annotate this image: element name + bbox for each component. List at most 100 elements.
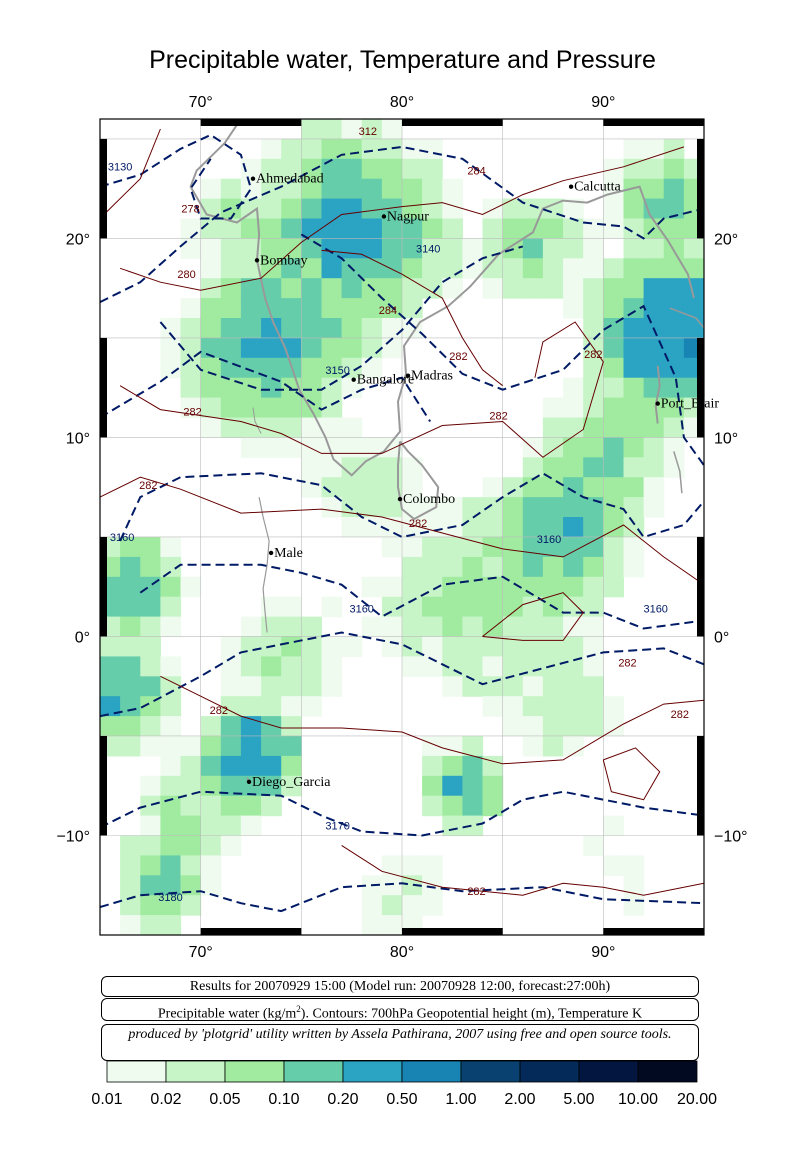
water-cell [180,775,202,797]
water-cell [120,636,141,657]
water-cell [261,795,282,817]
water-cell [502,616,524,638]
water-cell [522,218,544,239]
colorbar-label: 0.02 [150,1091,181,1108]
water-cell [563,457,584,478]
colorbar-swatch [519,1060,580,1083]
water-cell [160,716,182,737]
water-cell [321,158,343,180]
water-cell [160,835,182,856]
colorbar-label: 0.01 [91,1091,122,1108]
water-cell [220,377,242,399]
water-cell [381,337,403,359]
water-cell [542,238,564,259]
water-cell [160,696,182,717]
water-cell [402,218,423,239]
water-cell [522,238,544,259]
longitude-label-top: 70° [189,94,213,111]
water-cell [160,815,182,837]
axis-tick-labels: 70° 70° 80° 80° 90° 90° 20° 20° 10° 10° 0° 0° −10° −1… [56,94,747,961]
water-cell [583,477,604,498]
water-cell [462,537,484,558]
water-cell [563,676,584,697]
longitude-label-bottom: 80° [390,944,414,961]
water-cell [422,218,443,239]
height-contour [159,245,524,391]
water-cell [643,138,665,160]
water-cell [442,815,463,837]
water-cell [220,298,242,319]
temperature-contour-label: 278 [181,204,199,216]
water-cell [442,596,463,618]
water-cell [220,716,242,737]
water-cell [462,616,484,638]
colorbar-label: 0.05 [209,1091,240,1108]
water-cell [200,318,222,339]
water-cell [482,218,504,239]
water-cell [200,795,222,817]
water-cell [281,696,302,717]
water-cell [482,497,504,518]
water-cell [402,855,423,876]
water-cell [220,218,242,239]
water-cell [663,298,685,319]
water-cell [482,775,504,797]
water-cell [583,417,604,438]
water-cell [220,636,242,657]
water-cell [402,158,423,180]
water-cell [160,318,182,339]
water-cell [140,915,161,935]
water-cell [522,258,544,279]
water-cell [341,238,363,259]
water-cell [482,278,504,299]
water-cell [301,278,322,299]
water-cell [281,437,302,458]
water-cell [140,775,161,797]
water-cell [240,258,262,279]
city-label: Ahmedabad [256,172,324,187]
frame-segment [402,928,503,935]
water-cell [240,377,262,399]
water-cell [281,138,302,160]
water-cell [542,576,564,598]
water-cell [240,815,262,837]
water-cell [683,258,704,279]
water-cell [240,397,262,419]
water-cell [220,795,242,817]
water-cell [442,537,463,558]
water-cell [563,377,584,399]
water-cell [583,218,604,239]
water-cell [583,298,604,319]
water-cell [663,178,685,200]
water-cell [261,656,282,677]
city-dot [397,496,403,502]
water-cell [522,477,544,498]
water-cell [623,337,645,359]
water-cell [361,298,383,319]
water-cell [321,278,343,299]
water-cell [603,318,624,339]
water-cell [643,437,665,458]
water-cell [542,676,564,697]
water-cell [502,198,524,220]
water-cell [281,616,302,638]
water-cell [482,556,504,578]
water-cell [482,795,504,817]
water-cell [462,636,484,657]
water-cell [442,497,463,518]
water-cell [301,337,322,359]
water-cell [583,397,604,419]
temperature-contour [602,747,661,801]
water-cell [321,119,343,140]
water-cell [100,676,121,697]
water-cell [361,517,383,538]
water-cell [663,238,685,259]
water-cell [120,576,141,598]
water-cell [140,835,161,856]
water-cell [301,198,322,220]
water-cell [381,318,403,339]
water-cell [583,596,604,618]
water-cell [422,736,443,757]
water-cell [643,278,665,299]
city-label: Bombay [260,253,307,268]
